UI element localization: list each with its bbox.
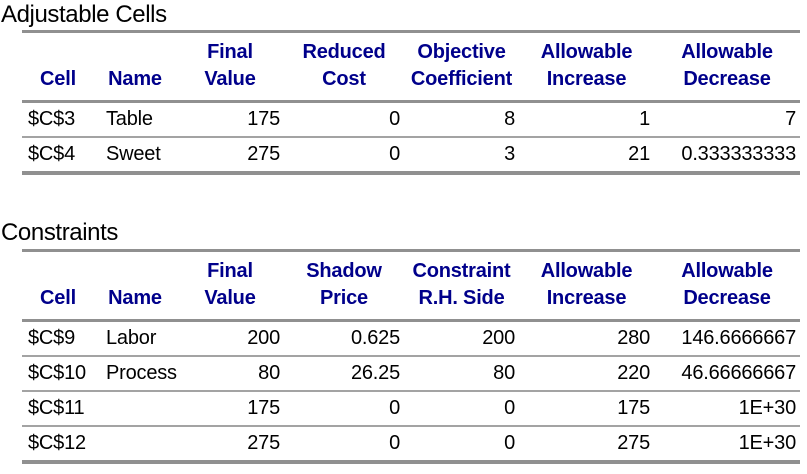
allowable-increase-cell: 275 xyxy=(519,426,654,464)
allowable-decrease-cell: 1E+30 xyxy=(654,426,800,464)
adjustable-header-row-1: Final Reduced Objective Allowable Allowa… xyxy=(22,30,800,66)
allowable-increase-cell: 1 xyxy=(519,101,654,138)
table-row: $C$9 Labor 200 0.625 200 280 146.6666667 xyxy=(22,320,800,357)
header-cell-label: Cell xyxy=(22,285,94,322)
constraints-title: Constraints xyxy=(1,219,118,246)
header-allowable-inc: Allowable xyxy=(519,249,654,285)
allowable-increase-cell: 175 xyxy=(519,391,654,427)
header-coefficient-label: Coefficient xyxy=(404,66,519,103)
cell-ref: $C$9 xyxy=(22,320,94,357)
constraint-rhs-cell: 0 xyxy=(404,426,519,464)
adjustable-cells-table: Final Reduced Objective Allowable Allowa… xyxy=(22,30,800,175)
cell-ref: $C$12 xyxy=(22,426,94,464)
header-value-label: Value xyxy=(176,285,284,322)
allowable-increase-cell: 21 xyxy=(519,137,654,175)
adjustable-cells-title: Adjustable Cells xyxy=(1,1,167,28)
final-value-cell: 275 xyxy=(176,426,284,464)
objective-coefficient-cell: 8 xyxy=(404,101,519,138)
constraints-header-row-1: Final Shadow Constraint Allowable Allowa… xyxy=(22,249,800,285)
header-decrease-label: Decrease xyxy=(654,66,800,103)
final-value-cell: 175 xyxy=(176,101,284,138)
header-allowable-dec: Allowable xyxy=(654,30,800,66)
header-cell xyxy=(94,30,176,66)
name-cell xyxy=(94,426,176,464)
header-constraint: Constraint xyxy=(404,249,519,285)
cell-ref: $C$11 xyxy=(22,391,94,427)
name-cell: Table xyxy=(94,101,176,138)
header-name-label: Name xyxy=(94,66,176,103)
allowable-increase-cell: 280 xyxy=(519,320,654,357)
final-value-cell: 200 xyxy=(176,320,284,357)
final-value-cell: 275 xyxy=(176,137,284,175)
constraint-rhs-cell: 0 xyxy=(404,391,519,427)
table-row: $C$10 Process 80 26.25 80 220 46.6666666… xyxy=(22,356,800,392)
header-price-label: Price xyxy=(284,285,404,322)
constraint-rhs-cell: 200 xyxy=(404,320,519,357)
header-final: Final xyxy=(176,30,284,66)
cell-ref: $C$3 xyxy=(22,101,94,138)
sensitivity-report: Adjustable Cells Final Reduced Objective… xyxy=(0,1,807,464)
header-value-label: Value xyxy=(176,66,284,103)
constraints-header-row-2: Cell Name Value Price R.H. Side Increase… xyxy=(22,285,800,322)
allowable-decrease-cell: 0.333333333 xyxy=(654,137,800,175)
allowable-decrease-cell: 46.66666667 xyxy=(654,356,800,392)
adjustable-header-row-2: Cell Name Value Cost Coefficient Increas… xyxy=(22,66,800,103)
header-rhs-label: R.H. Side xyxy=(404,285,519,322)
table-row: $C$4 Sweet 275 0 3 21 0.333333333 xyxy=(22,137,800,175)
name-cell xyxy=(94,391,176,427)
header-cost-label: Cost xyxy=(284,66,404,103)
header-increase-label: Increase xyxy=(519,66,654,103)
constraint-rhs-cell: 80 xyxy=(404,356,519,392)
header-cell xyxy=(94,249,176,285)
reduced-cost-cell: 0 xyxy=(284,137,404,175)
cell-ref: $C$4 xyxy=(22,137,94,175)
header-decrease-label: Decrease xyxy=(654,285,800,322)
objective-coefficient-cell: 3 xyxy=(404,137,519,175)
header-allowable-inc: Allowable xyxy=(519,30,654,66)
shadow-price-cell: 0.625 xyxy=(284,320,404,357)
header-allowable-dec: Allowable xyxy=(654,249,800,285)
allowable-decrease-cell: 1E+30 xyxy=(654,391,800,427)
final-value-cell: 175 xyxy=(176,391,284,427)
constraints-section: Constraints Final Shadow Constraint Allo… xyxy=(0,219,807,464)
shadow-price-cell: 0 xyxy=(284,391,404,427)
adjustable-cells-section: Adjustable Cells Final Reduced Objective… xyxy=(0,1,807,175)
shadow-price-cell: 0 xyxy=(284,426,404,464)
table-row: $C$12 275 0 0 275 1E+30 xyxy=(22,426,800,464)
name-cell: Process xyxy=(94,356,177,392)
shadow-price-cell: 26.25 xyxy=(284,356,404,392)
header-cell-label: Cell xyxy=(22,66,94,103)
allowable-decrease-cell: 7 xyxy=(654,101,800,138)
name-cell: Labor xyxy=(94,320,176,357)
cell-ref: $C$10 xyxy=(22,356,94,392)
table-row: $C$11 175 0 0 175 1E+30 xyxy=(22,391,800,427)
final-value-cell: 80 xyxy=(176,356,284,392)
allowable-decrease-cell: 146.6666667 xyxy=(654,320,800,357)
header-shadow: Shadow xyxy=(284,249,404,285)
header-cell xyxy=(22,249,94,285)
reduced-cost-cell: 0 xyxy=(284,101,404,138)
table-row: $C$3 Table 175 0 8 1 7 xyxy=(22,101,800,138)
header-increase-label: Increase xyxy=(519,285,654,322)
allowable-increase-cell: 220 xyxy=(519,356,654,392)
constraints-table: Final Shadow Constraint Allowable Allowa… xyxy=(22,249,800,464)
header-final: Final xyxy=(176,249,284,285)
header-objective: Objective xyxy=(404,30,519,66)
header-name-label: Name xyxy=(94,285,176,322)
header-reduced: Reduced xyxy=(284,30,404,66)
header-cell xyxy=(22,30,94,66)
name-cell: Sweet xyxy=(94,137,176,175)
